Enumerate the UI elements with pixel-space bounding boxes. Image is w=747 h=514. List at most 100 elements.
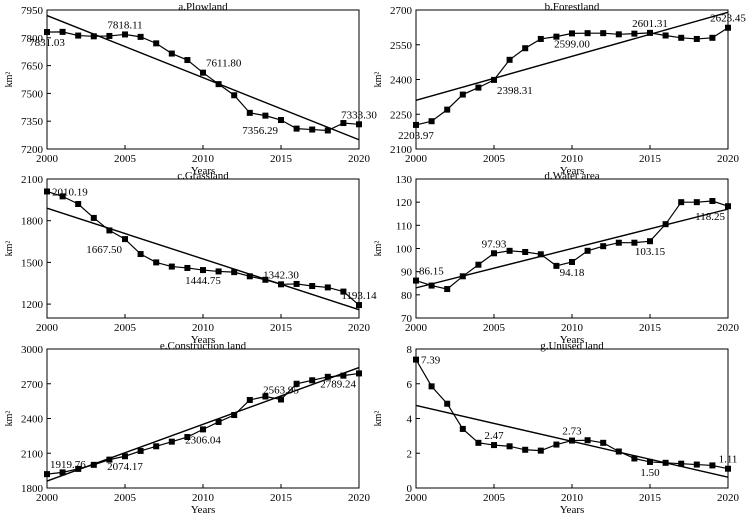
data-point	[168, 263, 175, 270]
x-tick-label: 2000	[405, 492, 428, 504]
data-label: 103.15	[635, 246, 666, 258]
data-point	[246, 273, 253, 280]
data-point	[647, 29, 653, 36]
data-point	[678, 34, 685, 41]
data-point	[168, 438, 175, 445]
y-tick-label: 3000	[21, 344, 44, 356]
data-label: 1919.76	[50, 459, 86, 471]
data-point	[278, 281, 284, 288]
data-point	[122, 236, 128, 243]
data-point	[44, 188, 50, 195]
y-axis-label: km²	[4, 411, 15, 427]
data-point	[200, 426, 206, 433]
data-point	[709, 34, 716, 41]
x-tick-label: 2010	[561, 322, 584, 334]
data-point	[569, 258, 575, 265]
data-point	[324, 127, 331, 134]
data-point	[569, 30, 575, 37]
y-tick-label: 1800	[21, 483, 44, 495]
data-point	[647, 458, 653, 465]
data-point	[262, 393, 269, 400]
data-point	[615, 31, 622, 38]
data-point	[262, 112, 269, 119]
data-point	[662, 459, 669, 466]
data-point	[215, 81, 222, 88]
data-point	[59, 193, 66, 200]
data-point	[444, 286, 451, 293]
chart-panel-5: e.Construction land300027002400210018002…	[4, 340, 371, 514]
data-point	[246, 396, 253, 403]
data-point	[356, 121, 362, 128]
data-point	[459, 91, 466, 98]
data-point	[584, 30, 591, 37]
y-axis-label: km²	[4, 72, 15, 88]
data-point	[356, 302, 362, 309]
data-label: 2398.31	[497, 85, 533, 97]
data-point	[122, 31, 128, 38]
x-tick-label: 2015	[639, 492, 662, 504]
x-axis-label: Years	[191, 334, 216, 346]
data-point	[293, 125, 300, 132]
data-point	[428, 118, 435, 125]
data-point	[246, 109, 253, 116]
data-point	[693, 461, 700, 468]
x-tick-label: 2005	[483, 492, 506, 504]
y-axis-label: km²	[4, 241, 15, 257]
x-tick-label: 2015	[639, 153, 662, 165]
y-tick-label: 70	[401, 313, 413, 325]
data-point	[522, 446, 529, 453]
data-point	[522, 248, 529, 255]
chart-title: e.Construction land	[160, 340, 247, 352]
y-tick-label: 2700	[390, 5, 413, 17]
x-tick-label: 2010	[192, 492, 215, 504]
data-point	[153, 259, 160, 266]
data-point	[491, 442, 497, 449]
data-point	[584, 247, 591, 254]
data-point	[600, 30, 607, 37]
data-point	[75, 32, 82, 39]
data-label: 1.11	[719, 454, 738, 466]
y-tick-label: 4	[407, 414, 413, 426]
trend-line	[415, 11, 729, 102]
data-label: 2601.31	[632, 18, 668, 30]
data-point	[600, 243, 607, 250]
data-point	[153, 443, 160, 450]
data-label: 7333.30	[341, 109, 377, 121]
y-tick-label: 7950	[21, 5, 44, 17]
data-label: 118.25	[695, 211, 725, 223]
x-tick-label: 2020	[348, 153, 371, 165]
data-point	[90, 33, 97, 40]
y-tick-label: 1800	[21, 216, 44, 228]
data-label: 2623.45	[710, 13, 746, 25]
data-point	[309, 126, 316, 133]
data-label: 2074.17	[107, 461, 143, 473]
data-point	[553, 441, 560, 448]
x-axis-label: Years	[191, 165, 216, 177]
data-point	[184, 264, 191, 271]
x-tick-label: 2010	[561, 492, 584, 504]
data-point	[662, 221, 669, 228]
data-label: 7.39	[421, 355, 441, 367]
data-point	[709, 462, 716, 469]
data-label: 7831.03	[29, 37, 65, 49]
data-label: 94.18	[560, 267, 585, 279]
data-point	[615, 239, 622, 246]
data-point	[506, 443, 513, 450]
data-point	[413, 121, 419, 128]
data-point	[75, 201, 82, 208]
data-label: 2599.00	[554, 38, 590, 50]
chart-title: b.Forestland	[545, 1, 600, 13]
data-point	[278, 396, 284, 403]
data-point	[293, 280, 300, 287]
data-point	[506, 56, 513, 63]
data-label: 2306.04	[185, 434, 221, 446]
x-axis-label: Years	[191, 504, 216, 514]
data-point	[215, 418, 222, 425]
y-tick-label: 7800	[21, 33, 44, 45]
x-tick-label: 2015	[270, 492, 293, 504]
x-tick-label: 2005	[483, 153, 506, 165]
y-tick-label: 6	[407, 379, 413, 391]
